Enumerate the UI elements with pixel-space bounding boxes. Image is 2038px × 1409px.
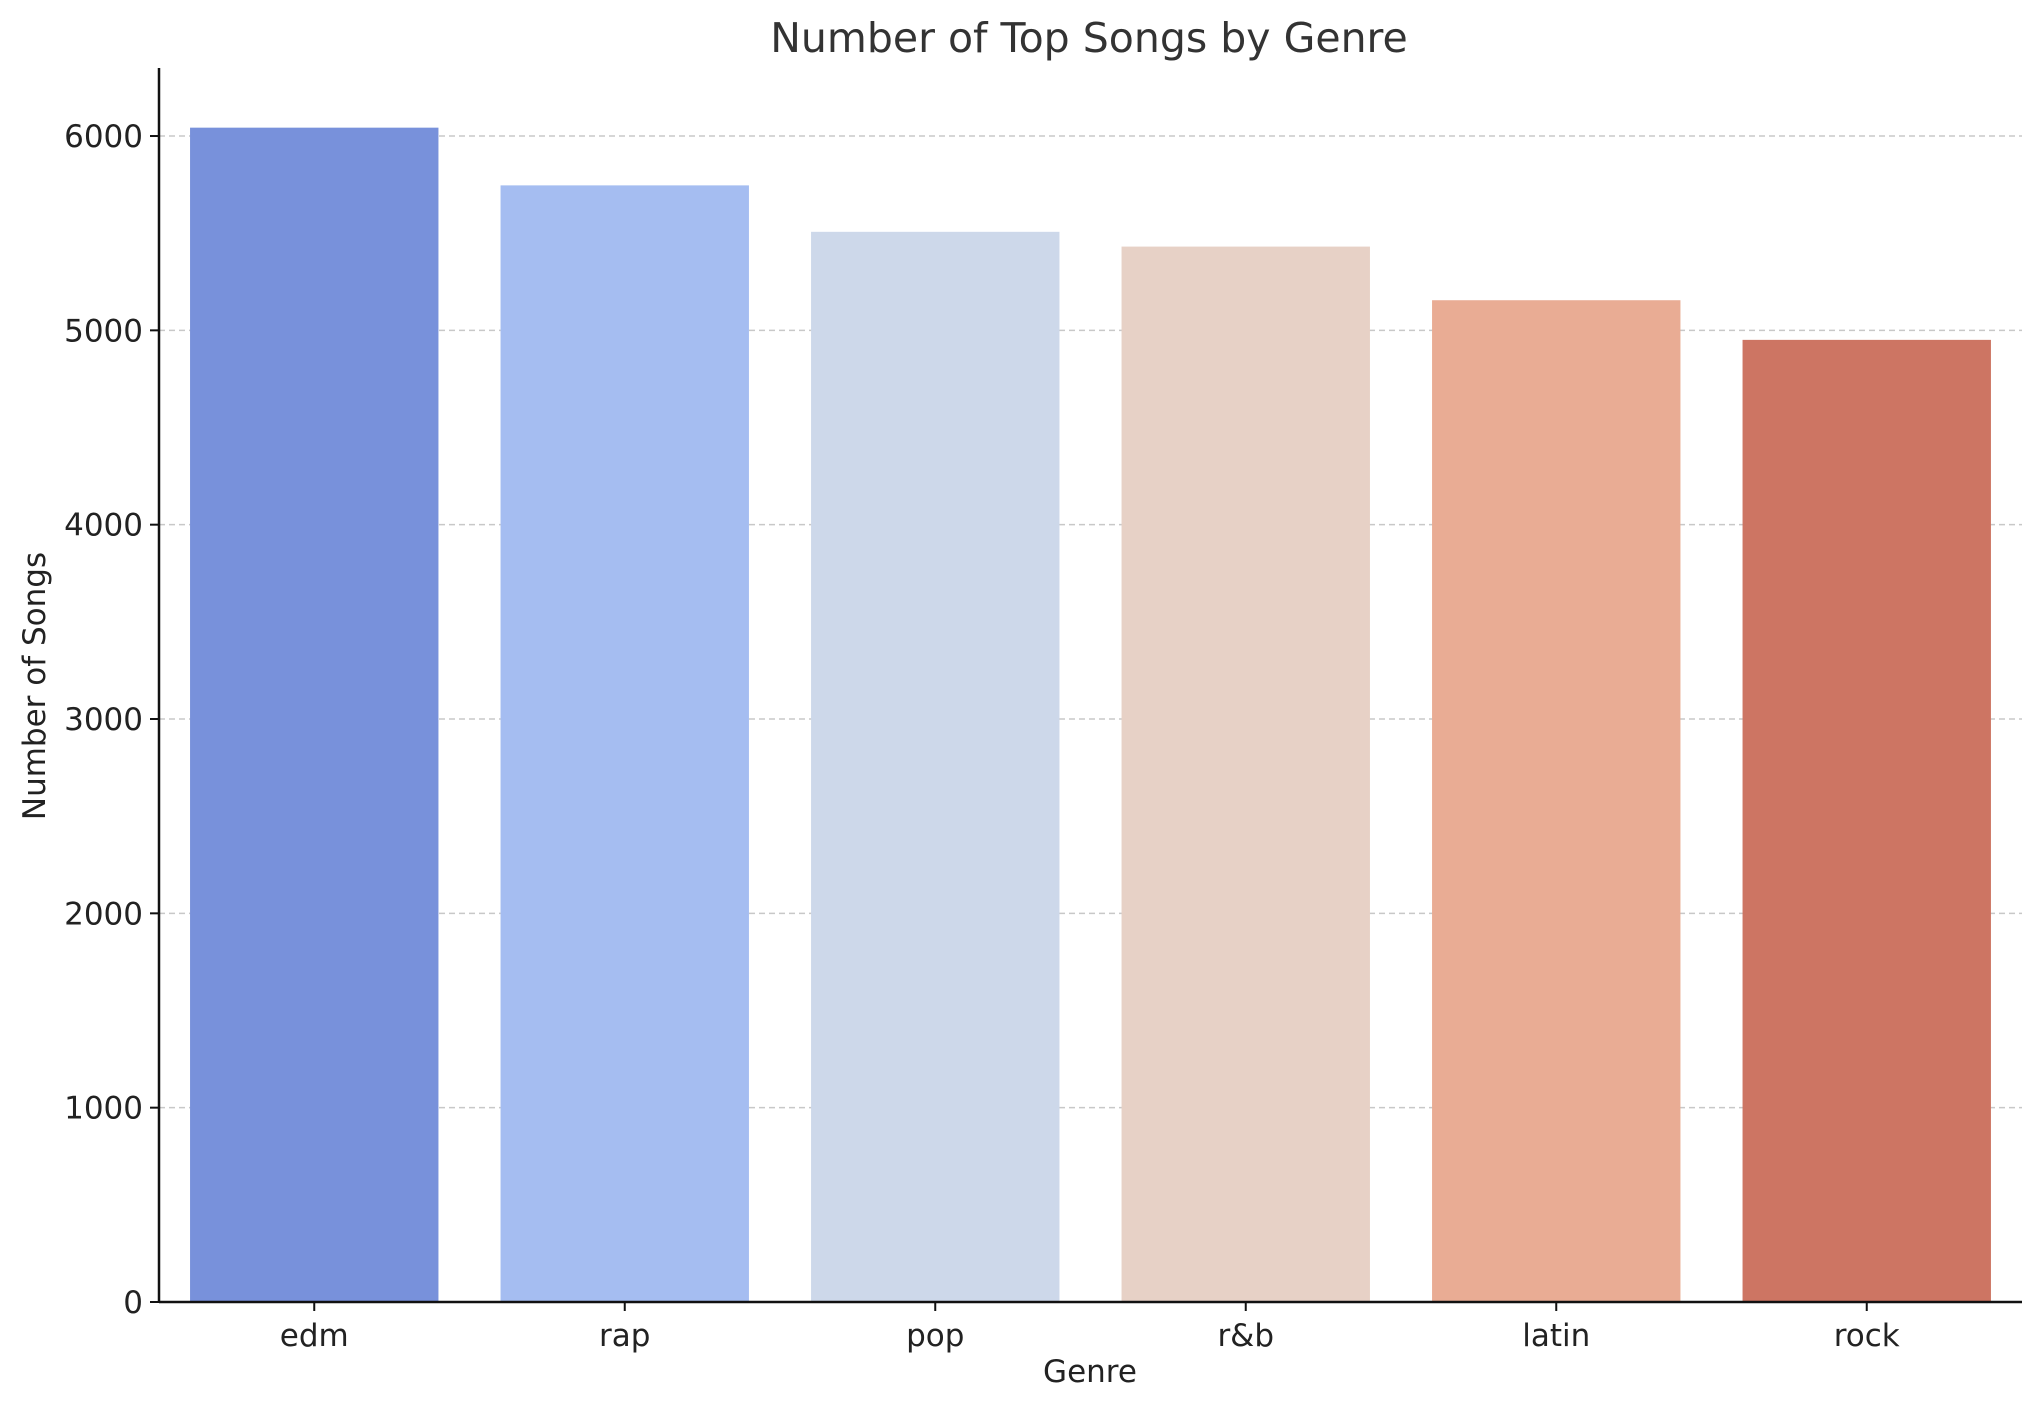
gridlines [159,135,2022,1109]
bars [190,127,1991,1303]
y-tick-label: 0 [123,1285,143,1321]
bar-rap [500,185,749,1303]
bar-r&b [1121,246,1370,1302]
bar-rock [1742,339,1991,1302]
y-tick-label: 3000 [64,702,143,738]
y-tick-label: 2000 [64,896,143,932]
x-tick-label: r&b [1217,1318,1274,1354]
x-tick-label: rap [599,1318,650,1354]
bar-pop [811,231,1060,1302]
x-tick-label: rock [1834,1318,1900,1354]
x-ticks: edm rap pop r&b latin rock [280,1302,1900,1354]
y-tick-label: 4000 [64,508,143,544]
y-tick-label: 6000 [64,119,143,155]
y-axis-label: Number of Songs [17,552,53,820]
x-tick-label: edm [280,1318,349,1354]
x-axis-label: Genre [1043,1354,1137,1390]
axes [157,68,2022,1304]
bar-edm [190,127,439,1302]
x-tick-label: latin [1522,1318,1590,1354]
y-tick-label: 5000 [64,313,143,349]
x-tick-label: pop [906,1318,964,1354]
y-ticks: 0 1000 2000 3000 4000 5000 6000 [64,119,159,1321]
y-tick-label: 1000 [64,1091,143,1127]
chart-title: Number of Top Songs by Genre [770,14,1408,62]
bar-latin [1432,300,1681,1302]
